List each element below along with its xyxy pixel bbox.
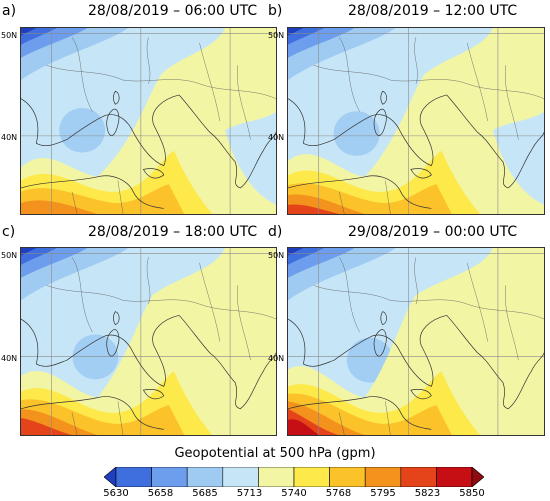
colorbar-swatch (115, 467, 152, 487)
colorbar-title: Geopotential at 500 hPa (gpm) (174, 446, 376, 461)
colorbar-tick-label: 5630 (103, 488, 129, 499)
colorbar (104, 467, 484, 487)
colorbar-swatch (151, 467, 188, 487)
colorbar-swatch (364, 467, 402, 487)
colorbar-swatch (186, 467, 224, 487)
colorbar-tick-label: 5740 (281, 488, 307, 499)
latitude-label: 50N (268, 250, 285, 260)
panel-letter: d) (268, 224, 283, 240)
latitude-label: 40N (268, 133, 285, 143)
colorbar-swatch (329, 467, 366, 487)
panel-title: 28/08/2019 – 06:00 UTC (88, 3, 258, 19)
colorbar-tick-label: 5713 (236, 488, 263, 499)
geopotential-map (287, 27, 545, 215)
map-canvas (21, 28, 276, 214)
colorbar-swatch (436, 467, 473, 487)
geopotential-map (20, 27, 277, 215)
latitude-label: 40N (1, 353, 18, 363)
latitude-label: 40N (268, 353, 285, 363)
colorbar-tick-label: 5685 (192, 488, 218, 499)
colorbar-swatch (293, 467, 330, 487)
panel-letter: a) (2, 3, 17, 19)
colorbar-tick-label: 5658 (147, 488, 174, 499)
colorbar-tick-label: 5850 (459, 488, 485, 499)
latitude-label: 50N (1, 250, 18, 260)
map-canvas (21, 248, 276, 435)
colorbar-tick-label: 5768 (325, 488, 352, 499)
map-canvas (288, 248, 544, 435)
colorbar-tick-label: 5823 (414, 488, 441, 499)
latitude-label: 40N (1, 133, 18, 143)
colorbar-swatch (400, 467, 437, 487)
colorbar-tick-label: 5795 (370, 488, 396, 499)
panel-letter: b) (268, 3, 283, 19)
colorbar-swatch (258, 467, 295, 487)
panel-letter: c) (2, 224, 16, 240)
latitude-label: 50N (1, 30, 18, 40)
geopotential-map (287, 247, 545, 436)
panel-title: 29/08/2019 – 00:00 UTC (348, 224, 518, 240)
panel-title: 28/08/2019 – 12:00 UTC (348, 3, 518, 19)
geopotential-map (20, 247, 277, 436)
panel-title: 28/08/2019 – 18:00 UTC (88, 224, 258, 240)
colorbar-min-arrow (104, 467, 117, 487)
latitude-label: 50N (268, 30, 285, 40)
colorbar-swatch (222, 467, 259, 487)
map-canvas (288, 28, 544, 214)
colorbar-max-arrow (471, 467, 484, 487)
